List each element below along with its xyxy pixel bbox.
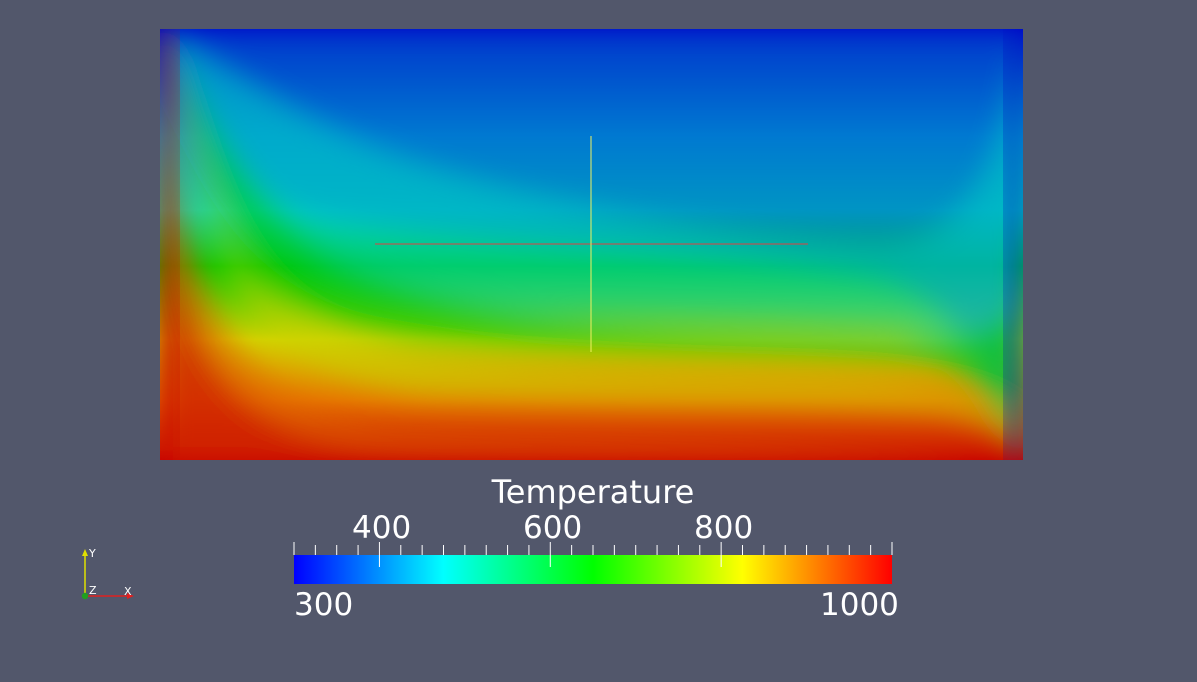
orientation-axes[interactable]: Y Z X [81, 547, 134, 600]
colorbar-tick-label-400: 400 [352, 510, 412, 546]
colorbar-gradient [294, 555, 892, 584]
colorbar-min-label: 300 [294, 587, 354, 623]
z-axis-dot [81, 592, 89, 600]
y-axis-arrow [82, 549, 88, 556]
colorbar-title: Temperature [491, 473, 695, 511]
colorbar-max-label: 1000 [820, 587, 899, 623]
scalar-bar [293, 542, 893, 584]
x-axis-arrow [127, 593, 134, 599]
y-axis-label: Y [88, 547, 96, 560]
z-axis-label: Z [89, 584, 97, 597]
x-axis-label: X [124, 585, 132, 598]
colorbar-tick-label-600: 600 [523, 510, 583, 546]
colorbar-ticks [293, 542, 893, 567]
colorbar-tick-label-800: 800 [694, 510, 754, 546]
